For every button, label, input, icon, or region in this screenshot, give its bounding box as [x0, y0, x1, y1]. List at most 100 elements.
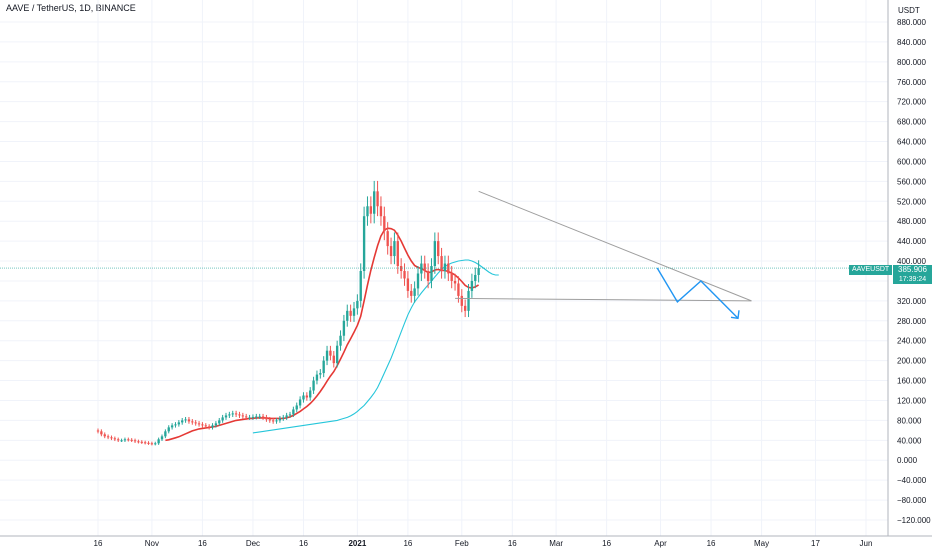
y-tick-label: 680.000 — [897, 118, 926, 127]
y-tick-label: 160.000 — [897, 377, 926, 386]
price-tag-value: 385.906 — [893, 265, 932, 275]
candle-body — [376, 191, 379, 207]
candle-body — [150, 443, 154, 445]
candle-body — [295, 405, 298, 410]
candle-body — [177, 422, 181, 425]
candle-body — [467, 290, 470, 311]
candle-body — [470, 280, 474, 291]
candle-body — [288, 414, 292, 416]
y-tick-label: 480.000 — [897, 217, 926, 226]
candle-body — [477, 268, 480, 275]
candle-body — [362, 216, 366, 271]
candle-body — [127, 439, 130, 441]
candle-body — [302, 395, 305, 400]
candle-body — [100, 431, 103, 435]
y-tick-label: 640.000 — [897, 138, 926, 147]
x-tick-label: Nov — [145, 539, 159, 548]
candle-body — [322, 360, 325, 374]
x-tick-label: Feb — [455, 539, 469, 548]
candle-body — [292, 409, 295, 415]
candle-body — [164, 431, 167, 437]
candle-body — [474, 274, 477, 281]
y-tick-label: 0.000 — [897, 456, 918, 465]
candle-body — [379, 206, 383, 217]
candle-body — [420, 263, 423, 274]
candle-body — [110, 437, 113, 439]
candle-body — [309, 390, 312, 398]
candle-body — [130, 439, 133, 441]
x-tick-label: Mar — [549, 539, 563, 548]
candle-body — [413, 288, 416, 296]
candle-body — [140, 441, 143, 443]
candle-body — [393, 241, 396, 257]
candle-body — [204, 425, 207, 427]
y-tick-label: 720.000 — [897, 98, 926, 107]
y-tick-label: 760.000 — [897, 78, 926, 87]
candle-body — [437, 241, 440, 257]
candle-body — [207, 426, 211, 428]
y-tick-label: 800.000 — [897, 58, 926, 67]
candle-body — [416, 273, 420, 289]
candle-body — [342, 320, 346, 336]
candle-body — [278, 418, 282, 421]
candle-body — [238, 414, 241, 416]
candle-body — [443, 263, 447, 271]
candle-body — [403, 271, 406, 279]
candle-body — [325, 350, 329, 361]
triangle-trendline — [478, 190, 752, 302]
candle-body — [241, 415, 245, 417]
candle-body — [399, 266, 403, 271]
candle-body — [305, 395, 309, 398]
candle-body — [265, 417, 268, 420]
chart-title: AAVE / TetherUS, 1D, BINANCE — [6, 3, 136, 13]
y-tick-label: 80.000 — [897, 416, 922, 425]
candle-body — [201, 424, 204, 426]
y-tick-label: 320.000 — [897, 297, 926, 306]
candle-body — [228, 414, 231, 416]
y-tick-label: 280.000 — [897, 317, 926, 326]
y-tick-label: 200.000 — [897, 357, 926, 366]
candle-body — [315, 374, 319, 381]
candle-body — [332, 355, 335, 364]
candle-body — [143, 442, 147, 444]
candle-body — [440, 256, 443, 271]
candle-body — [258, 416, 261, 418]
y-tick-label: 240.000 — [897, 337, 926, 346]
candle-body — [231, 413, 234, 415]
candle-body — [339, 335, 342, 346]
candle-body — [197, 423, 201, 425]
candle-body — [187, 419, 191, 422]
candle-body — [147, 442, 150, 444]
candle-body — [275, 420, 278, 422]
y-tick-label: 880.000 — [897, 18, 926, 27]
y-tick-label: 840.000 — [897, 38, 926, 47]
x-tick-label: 16 — [508, 539, 517, 548]
candle-body — [383, 216, 386, 232]
y-tick-label: 560.000 — [897, 177, 926, 186]
candle-body — [224, 415, 228, 418]
candle-body — [447, 263, 450, 274]
candles — [96, 180, 480, 446]
candle-body — [366, 206, 369, 217]
candle-body — [312, 380, 315, 391]
moving-averages — [165, 227, 499, 442]
candle-body — [282, 417, 285, 419]
pattern-overlay — [0, 190, 888, 320]
candle-body — [460, 295, 463, 306]
projection-arrowhead — [730, 310, 740, 320]
candle-body — [356, 300, 359, 309]
x-tick-label: 16 — [602, 539, 611, 548]
candle-body — [170, 425, 174, 428]
last-price-tag: AAVEUSDT 385.906 17:39:24 — [849, 265, 932, 284]
price-tag-symbol: AAVEUSDT — [849, 265, 893, 275]
x-tick-label: 16 — [94, 539, 103, 548]
candle-body — [160, 436, 164, 440]
candle-body — [352, 308, 356, 316]
x-tick-label: 16 — [403, 539, 412, 548]
candle-body — [194, 422, 197, 424]
y-tick-label: −120.000 — [897, 516, 931, 525]
candle-body — [463, 305, 467, 311]
candle-body — [248, 417, 251, 419]
candle-body — [396, 241, 399, 267]
